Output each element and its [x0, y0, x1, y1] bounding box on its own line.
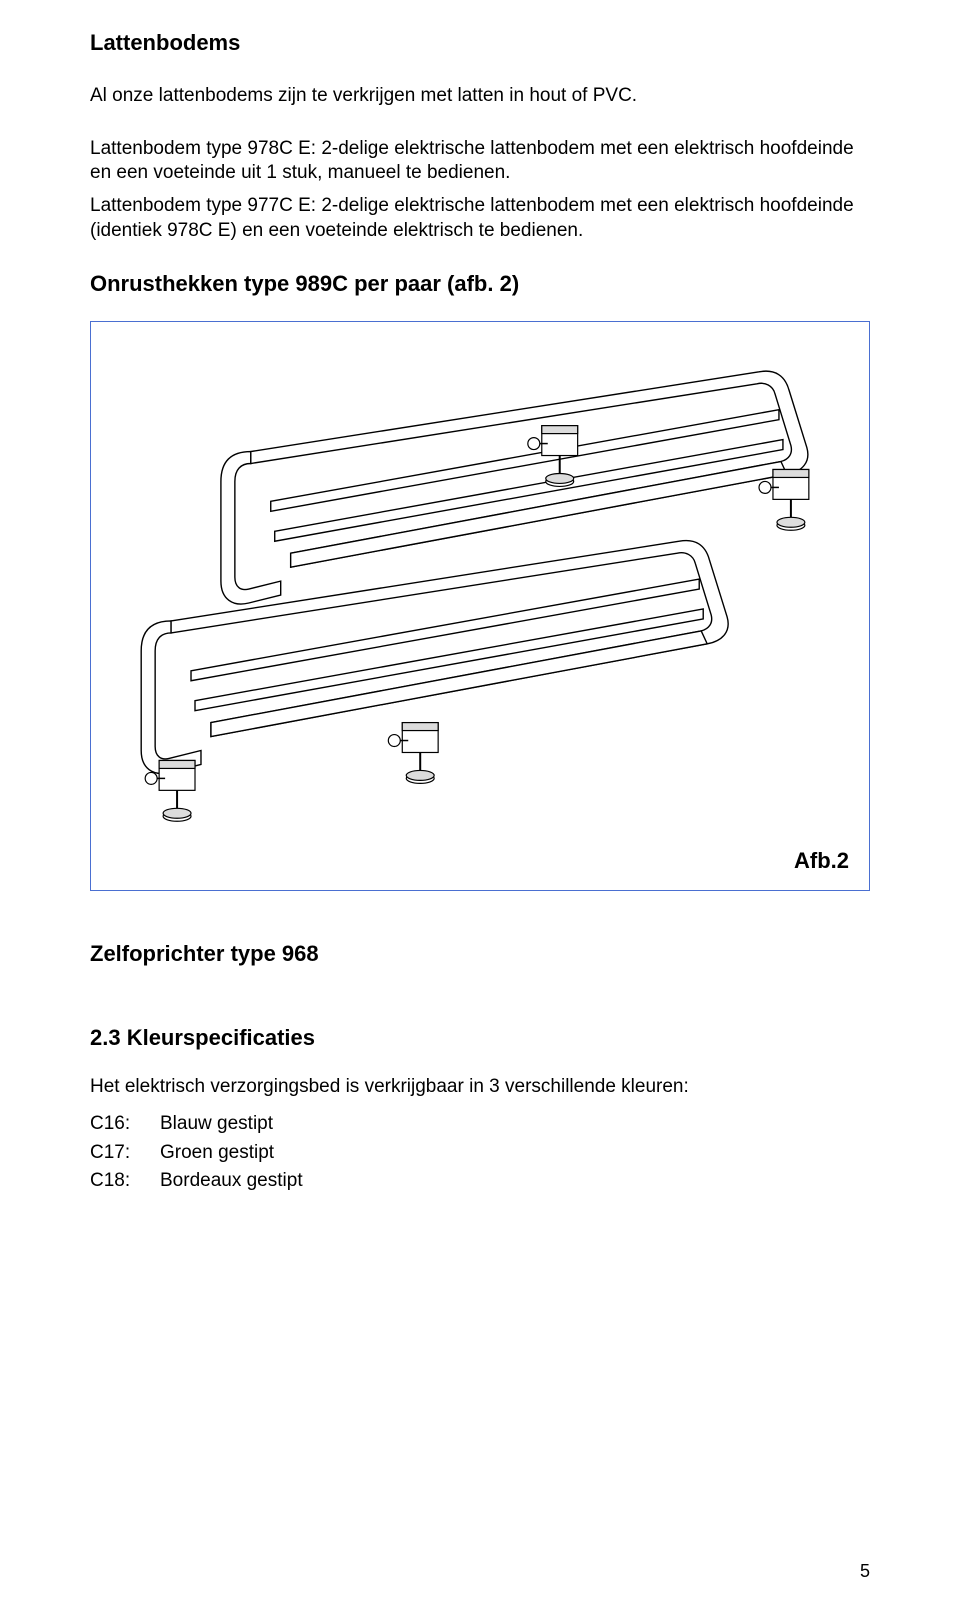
section2-title: Onrusthekken type 989C per paar (afb. 2) [90, 271, 870, 297]
section1-p1: Lattenbodem type 978C E: 2-delige elektr… [90, 137, 870, 186]
figure-box: Afb.2 [90, 321, 870, 891]
section1-title: Lattenbodems [90, 30, 870, 56]
color-code: C18: [90, 1167, 160, 1196]
color-row: C18: Bordeaux gestipt [90, 1167, 870, 1196]
section1-intro: Al onze lattenbodems zijn te verkrijgen … [90, 84, 870, 109]
page-number: 5 [860, 1561, 870, 1582]
color-list: C16: Blauw gestipt C17: Groen gestipt C1… [90, 1110, 870, 1196]
section4-intro: Het elektrisch verzorgingsbed is verkrij… [90, 1075, 870, 1100]
section3-title: Zelfoprichter type 968 [90, 941, 870, 967]
figure-caption: Afb.2 [794, 848, 849, 874]
bedrails-diagram [91, 322, 869, 890]
color-name: Blauw gestipt [160, 1110, 273, 1139]
color-code: C16: [90, 1110, 160, 1139]
color-row: C16: Blauw gestipt [90, 1110, 870, 1139]
color-code: C17: [90, 1139, 160, 1168]
color-name: Groen gestipt [160, 1139, 274, 1168]
section1-p2: Lattenbodem type 977C E: 2-delige elektr… [90, 194, 870, 243]
section4-title: 2.3 Kleurspecificaties [90, 1025, 870, 1051]
color-name: Bordeaux gestipt [160, 1167, 303, 1196]
color-row: C17: Groen gestipt [90, 1139, 870, 1168]
